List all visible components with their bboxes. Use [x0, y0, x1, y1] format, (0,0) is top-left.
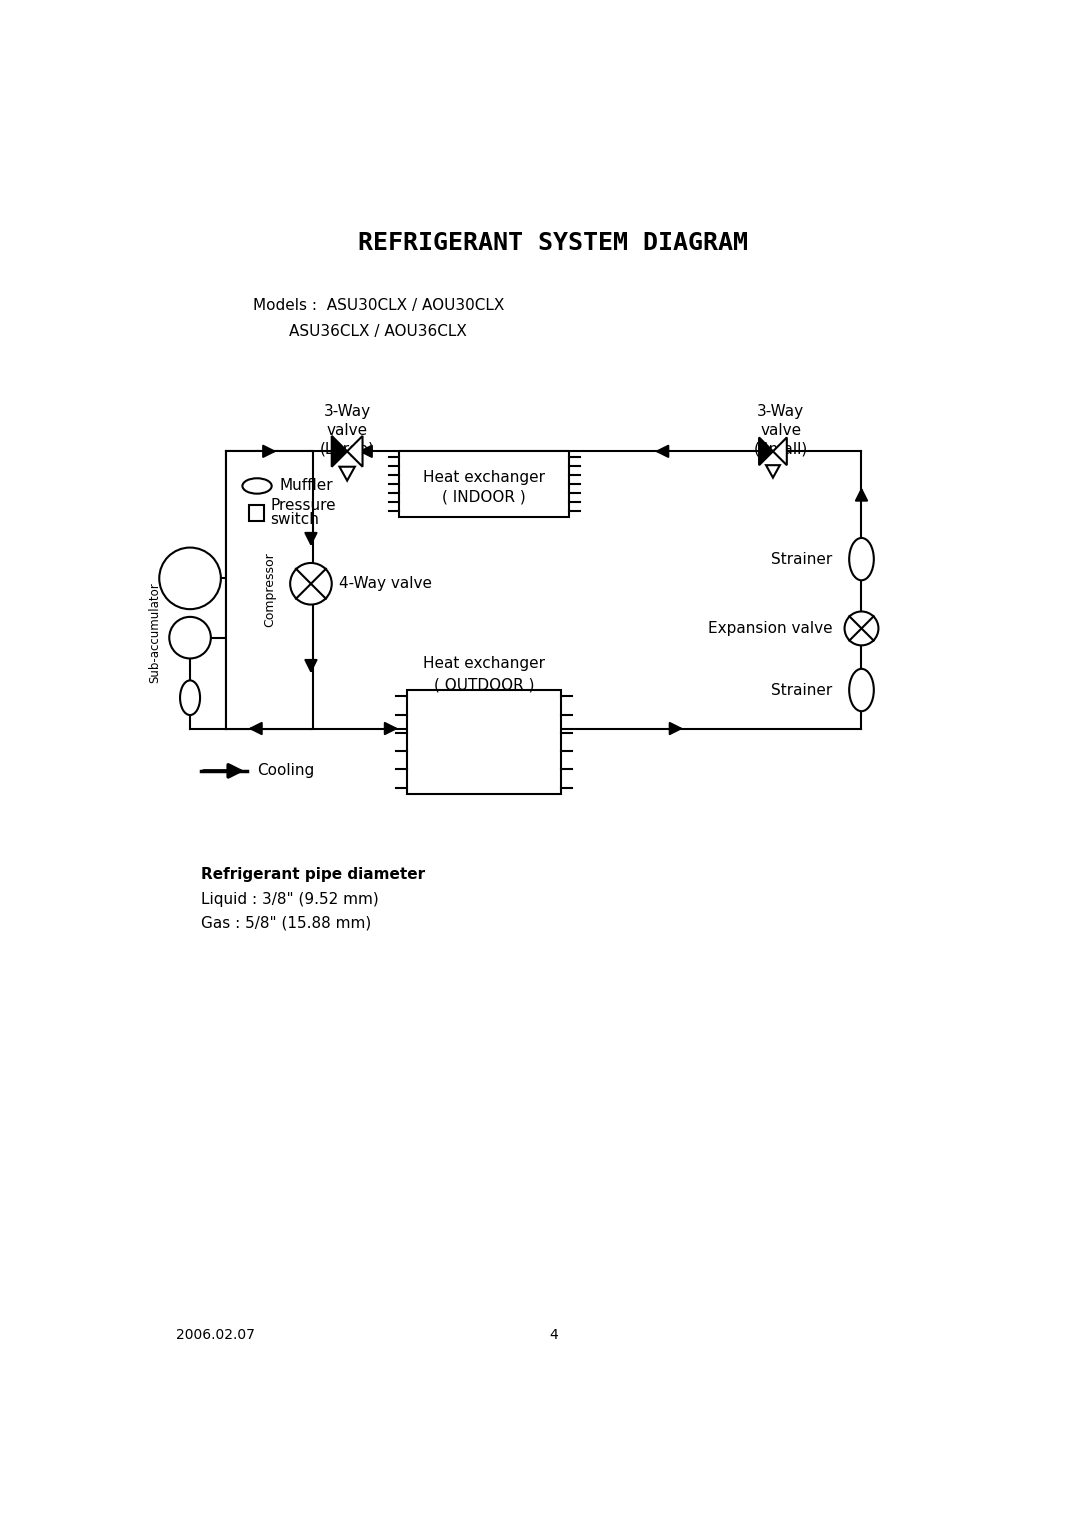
Ellipse shape: [180, 680, 200, 715]
Text: Cooling: Cooling: [257, 764, 314, 778]
Text: 3-Way: 3-Way: [324, 403, 370, 419]
Text: Liquid : 3/8" (9.52 mm): Liquid : 3/8" (9.52 mm): [201, 892, 379, 908]
Text: Heat exchanger: Heat exchanger: [423, 471, 545, 484]
Text: valve: valve: [760, 423, 801, 439]
Text: switch: switch: [270, 512, 319, 527]
Text: Heat exchanger: Heat exchanger: [423, 656, 545, 671]
Ellipse shape: [242, 478, 272, 494]
Text: ( OUTDOOR ): ( OUTDOOR ): [434, 677, 535, 692]
Text: 3-Way: 3-Way: [757, 403, 805, 419]
Text: Refrigerant pipe diameter: Refrigerant pipe diameter: [201, 868, 424, 882]
Circle shape: [291, 562, 332, 605]
Polygon shape: [332, 435, 347, 466]
Text: Pressure: Pressure: [270, 498, 336, 513]
Polygon shape: [347, 435, 363, 466]
Polygon shape: [766, 465, 780, 478]
Text: (Large): (Large): [320, 442, 375, 457]
Ellipse shape: [849, 538, 874, 581]
Circle shape: [845, 611, 878, 645]
Text: Strainer: Strainer: [771, 683, 833, 697]
Text: ASU36CLX / AOU36CLX: ASU36CLX / AOU36CLX: [288, 324, 467, 339]
Text: Gas : 5/8" (15.88 mm): Gas : 5/8" (15.88 mm): [201, 915, 372, 931]
Bar: [226, 451, 313, 729]
Text: ( INDOOR ): ( INDOOR ): [443, 489, 526, 504]
Text: 4-Way valve: 4-Way valve: [339, 576, 432, 591]
Text: (Small): (Small): [754, 442, 808, 457]
Polygon shape: [759, 437, 773, 465]
Bar: [407, 691, 562, 795]
Bar: [400, 451, 569, 516]
Text: Strainer: Strainer: [771, 552, 833, 567]
Polygon shape: [773, 437, 787, 465]
Polygon shape: [339, 466, 355, 481]
Ellipse shape: [849, 669, 874, 711]
Text: Compressor: Compressor: [264, 553, 276, 628]
Bar: [248, 506, 264, 521]
Text: Expansion valve: Expansion valve: [707, 620, 833, 636]
Text: valve: valve: [326, 423, 367, 439]
Text: Muffler: Muffler: [280, 478, 333, 494]
Text: Sub-accumulator: Sub-accumulator: [148, 582, 161, 683]
Text: Models :  ASU30CLX / AOU30CLX: Models : ASU30CLX / AOU30CLX: [253, 298, 504, 313]
Text: 2006.02.07: 2006.02.07: [176, 1328, 255, 1342]
Text: 4: 4: [549, 1328, 558, 1342]
Text: REFRIGERANT SYSTEM DIAGRAM: REFRIGERANT SYSTEM DIAGRAM: [359, 231, 748, 255]
Circle shape: [170, 617, 211, 659]
Circle shape: [159, 547, 220, 610]
